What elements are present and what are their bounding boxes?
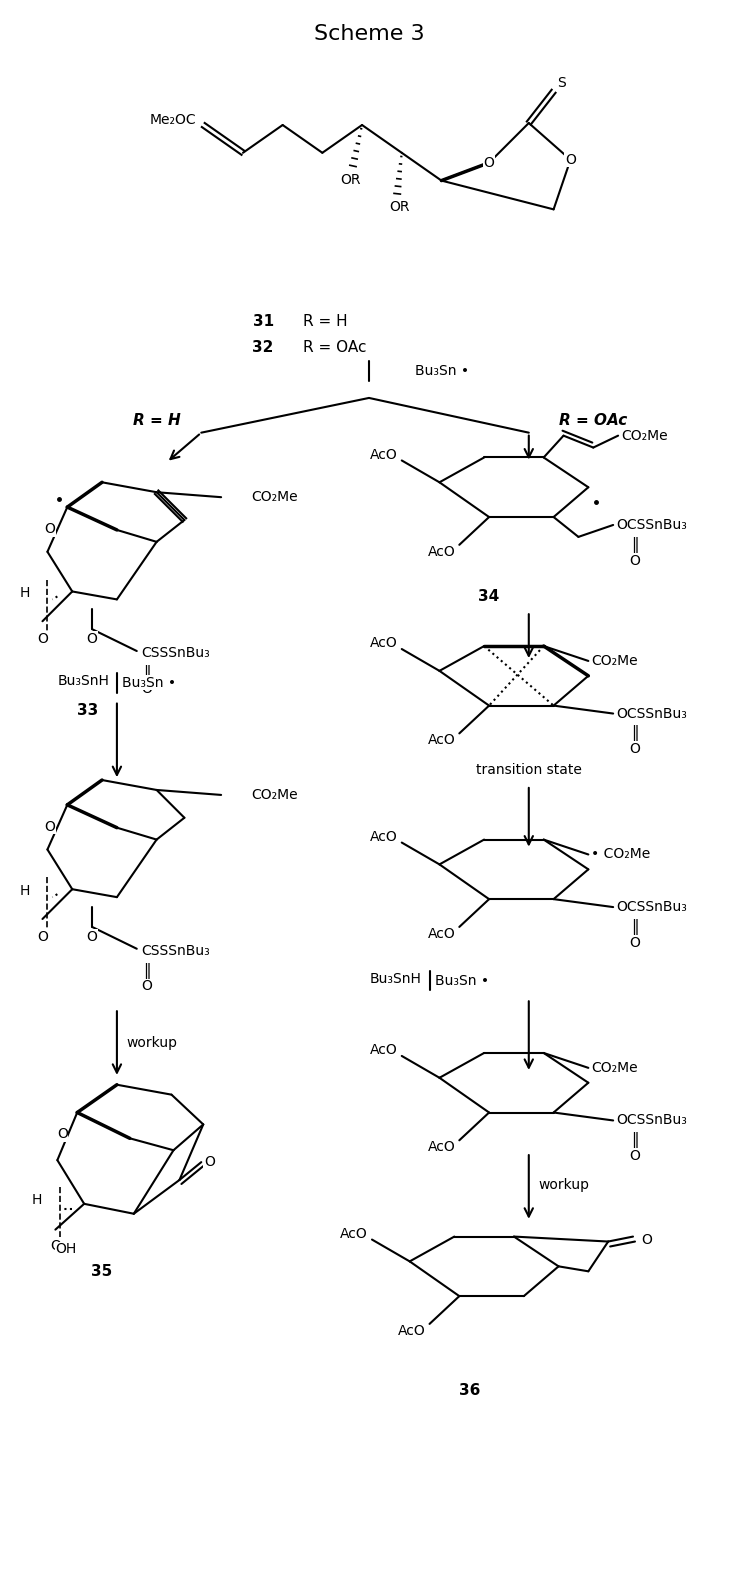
Text: O: O (630, 936, 641, 950)
Text: Bu₃Sn •: Bu₃Sn • (415, 364, 469, 378)
Text: OCSSnBu₃: OCSSnBu₃ (616, 518, 687, 532)
Text: AcO: AcO (427, 1140, 455, 1154)
Text: CO₂Me: CO₂Me (591, 655, 638, 667)
Text: ‖: ‖ (631, 1132, 639, 1148)
Text: Me₂OC: Me₂OC (150, 113, 196, 127)
Text: R = H: R = H (303, 314, 347, 330)
Text: O: O (50, 1239, 61, 1253)
Text: 31: 31 (252, 314, 274, 330)
Text: O: O (44, 820, 55, 834)
Text: workup: workup (539, 1178, 590, 1192)
Text: OCSSnBu₃: OCSSnBu₃ (616, 706, 687, 721)
Text: workup: workup (127, 1036, 178, 1050)
Text: CSSSnBu₃: CSSSnBu₃ (142, 645, 210, 659)
Text: Bu₃SnH: Bu₃SnH (58, 674, 109, 688)
Text: O: O (565, 152, 576, 166)
Text: O: O (204, 1156, 215, 1170)
Text: S: S (557, 77, 566, 91)
Text: AcO: AcO (370, 636, 398, 650)
Text: OCSSnBu₃: OCSSnBu₃ (616, 1113, 687, 1127)
Text: OR: OR (340, 173, 360, 187)
Text: AcO: AcO (370, 829, 398, 843)
Text: OCSSnBu₃: OCSSnBu₃ (616, 900, 687, 914)
Text: AcO: AcO (370, 1042, 398, 1057)
Text: AcO: AcO (427, 926, 455, 940)
Text: CO₂Me: CO₂Me (591, 1061, 638, 1075)
Text: O: O (86, 633, 97, 647)
Text: 36: 36 (458, 1383, 480, 1397)
Text: Bu₃SnH: Bu₃SnH (370, 972, 422, 986)
Text: CO₂Me: CO₂Me (621, 429, 668, 443)
Text: Scheme 3: Scheme 3 (314, 24, 424, 44)
Text: ‖: ‖ (631, 725, 639, 741)
Text: 35: 35 (92, 1264, 113, 1280)
Text: CO₂Me: CO₂Me (251, 788, 297, 802)
Text: O: O (141, 681, 152, 696)
Text: H: H (19, 587, 30, 600)
Text: 32: 32 (252, 339, 274, 355)
Text: O: O (37, 929, 48, 944)
Text: O: O (630, 743, 641, 757)
Text: ‖: ‖ (631, 918, 639, 934)
Text: Bu₃Sn •: Bu₃Sn • (435, 973, 489, 988)
Text: Bu₃Sn •: Bu₃Sn • (122, 675, 176, 689)
Text: O: O (44, 521, 55, 535)
Text: R = H: R = H (133, 413, 181, 429)
Text: OR: OR (390, 201, 410, 215)
Text: R = OAc: R = OAc (559, 413, 627, 429)
Text: O: O (57, 1127, 68, 1141)
Text: AcO: AcO (340, 1226, 368, 1240)
Text: O: O (141, 980, 152, 994)
Text: ‖: ‖ (143, 664, 151, 681)
Text: AcO: AcO (398, 1324, 426, 1338)
Text: O: O (37, 633, 48, 647)
Text: O: O (86, 929, 97, 944)
Text: R = OAc: R = OAc (303, 339, 366, 355)
Text: CO₂Me: CO₂Me (251, 490, 297, 504)
Text: OH: OH (55, 1242, 77, 1256)
Text: O: O (483, 155, 494, 170)
Text: AcO: AcO (370, 447, 398, 462)
Text: CSSSnBu₃: CSSSnBu₃ (142, 944, 210, 958)
Text: H: H (19, 884, 30, 898)
Text: H: H (32, 1193, 43, 1207)
Text: transition state: transition state (476, 763, 582, 777)
Text: O: O (641, 1232, 652, 1247)
Text: AcO: AcO (427, 733, 455, 747)
Text: • CO₂Me: • CO₂Me (591, 848, 651, 862)
Text: ‖: ‖ (631, 537, 639, 553)
Text: 33: 33 (77, 703, 97, 717)
Text: 34: 34 (478, 589, 500, 604)
Text: ‖: ‖ (143, 962, 151, 978)
Text: O: O (630, 1149, 641, 1163)
Text: AcO: AcO (427, 545, 455, 559)
Text: O: O (630, 554, 641, 568)
